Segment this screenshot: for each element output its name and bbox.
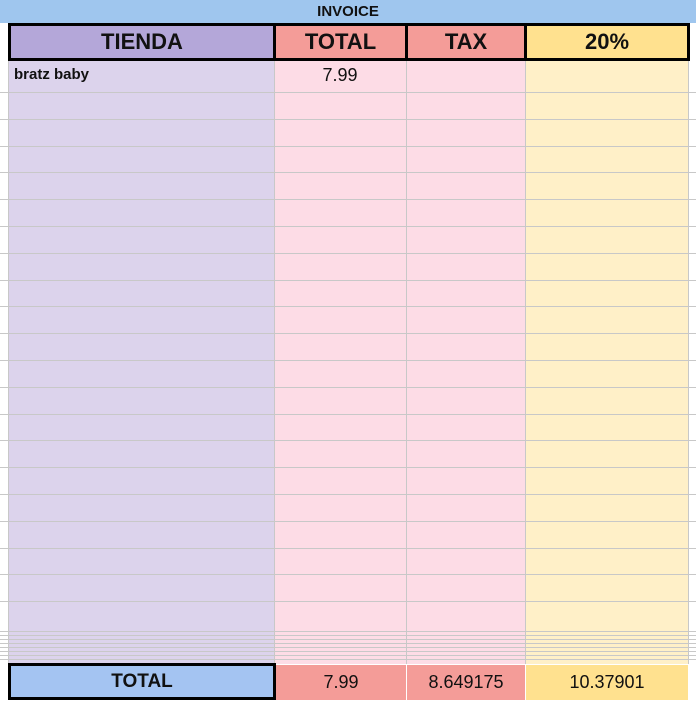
total-cell: 7.99 bbox=[322, 64, 358, 85]
grid-line bbox=[0, 574, 696, 575]
grid-line bbox=[0, 306, 696, 307]
grid-line bbox=[0, 92, 696, 93]
store-cell: bratz baby bbox=[14, 66, 90, 83]
grid-line bbox=[688, 60, 689, 664]
grid-line bbox=[0, 146, 696, 147]
grid-line bbox=[0, 440, 696, 441]
grid-line bbox=[0, 521, 696, 522]
grid-line bbox=[0, 631, 696, 632]
header-cell: TAX bbox=[405, 23, 527, 61]
grid-line bbox=[0, 494, 696, 495]
grid-line bbox=[8, 60, 9, 664]
grid-line bbox=[0, 601, 696, 602]
header-cell: 20% bbox=[524, 23, 690, 61]
grid-line bbox=[0, 467, 696, 468]
grid-line bbox=[0, 253, 696, 254]
grid-line bbox=[0, 226, 696, 227]
grid-line bbox=[0, 635, 696, 636]
grid-line bbox=[0, 647, 696, 648]
column-fill bbox=[274, 60, 525, 664]
totals-cell: 10.37901 bbox=[526, 665, 688, 700]
grid-line bbox=[0, 199, 696, 200]
grid-line bbox=[0, 280, 696, 281]
totals-cell: 7.99 bbox=[276, 665, 406, 700]
grid-line bbox=[406, 60, 407, 664]
grid-line bbox=[0, 387, 696, 388]
header-cell: TIENDA bbox=[8, 23, 276, 61]
column-fill bbox=[525, 60, 688, 664]
grid-line bbox=[0, 414, 696, 415]
grid-line bbox=[0, 651, 696, 652]
grid-line bbox=[0, 643, 696, 644]
header-cell: TOTAL bbox=[273, 23, 408, 61]
grid-line bbox=[525, 60, 526, 664]
grid-line bbox=[0, 548, 696, 549]
totals-label: TOTAL bbox=[8, 663, 276, 700]
totals-cell: 8.649175 bbox=[407, 665, 525, 700]
grid-line bbox=[0, 659, 696, 660]
grid-line bbox=[0, 119, 696, 120]
grid-line bbox=[0, 333, 696, 334]
grid-line bbox=[0, 639, 696, 640]
grid-line bbox=[0, 360, 696, 361]
column-fill bbox=[8, 60, 274, 664]
grid-line bbox=[0, 655, 696, 656]
grid-line bbox=[274, 60, 275, 664]
grid-line bbox=[0, 172, 696, 173]
sheet-title: INVOICE bbox=[0, 0, 696, 23]
